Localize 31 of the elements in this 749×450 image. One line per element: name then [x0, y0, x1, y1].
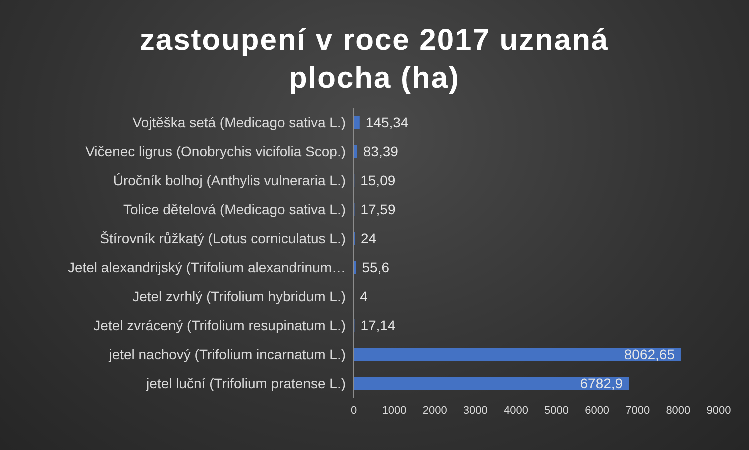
data-label: 4	[360, 288, 368, 305]
x-tick-label: 9000	[706, 404, 732, 417]
data-label: 145,34	[366, 114, 409, 131]
y-tick-label: Vojtěška setá (Medicago sativa L.)	[132, 114, 346, 130]
x-tick-label: 8000	[666, 404, 691, 417]
data-label: 24	[360, 230, 377, 247]
data-label: 55,6	[362, 260, 390, 276]
y-tick-label: Tolice dětelová (Medicago sativa L.)	[123, 201, 346, 218]
y-tick-label: Štírovník růžkatý (Lotus corniculatus L.)	[100, 230, 346, 246]
y-tick-label: Jetel alexandrijský (Trifolium alexandrinum…	[68, 259, 346, 276]
data-label: 8062,65	[624, 346, 676, 363]
x-tick-label: 7000	[626, 404, 650, 417]
data-label: 83,39	[363, 144, 399, 160]
y-tick-label: Jetel zvrhlý (Trifolium hybridum L.)	[132, 288, 346, 304]
y-tick-label: Vičenec ligrus (Onobrychis vicifolia Scop.)	[86, 143, 346, 160]
x-tick-label: 1000	[382, 404, 407, 417]
data-label: 15,09	[360, 172, 396, 189]
y-tick-label: Úročník bolhoj (Anthylis vulneraria L.)	[113, 172, 346, 188]
x-tick-label: 4000	[504, 404, 528, 417]
x-tick-label: 3000	[463, 404, 488, 417]
data-label: 6782,9	[580, 376, 624, 392]
chart-title: zastoupení v roce 2017 uznaná plocha (ha)	[138, 23, 610, 97]
x-tick-label: 6000	[585, 404, 610, 417]
y-tick-label: jetel nachový (Trifolium incarnatum L.)	[108, 346, 346, 362]
data-label: 17,59	[360, 202, 396, 218]
x-tick-label: 5000	[544, 404, 570, 417]
x-tick-label: 0	[350, 404, 358, 417]
y-tick-label: Jetel zvrácený (Trifolium resupinatum L.)	[94, 317, 346, 334]
x-tick-label: 2000	[422, 404, 448, 417]
y-tick-label: jetel luční (Trifolium pratense L.)	[146, 375, 346, 392]
data-label: 17,14	[360, 318, 396, 334]
